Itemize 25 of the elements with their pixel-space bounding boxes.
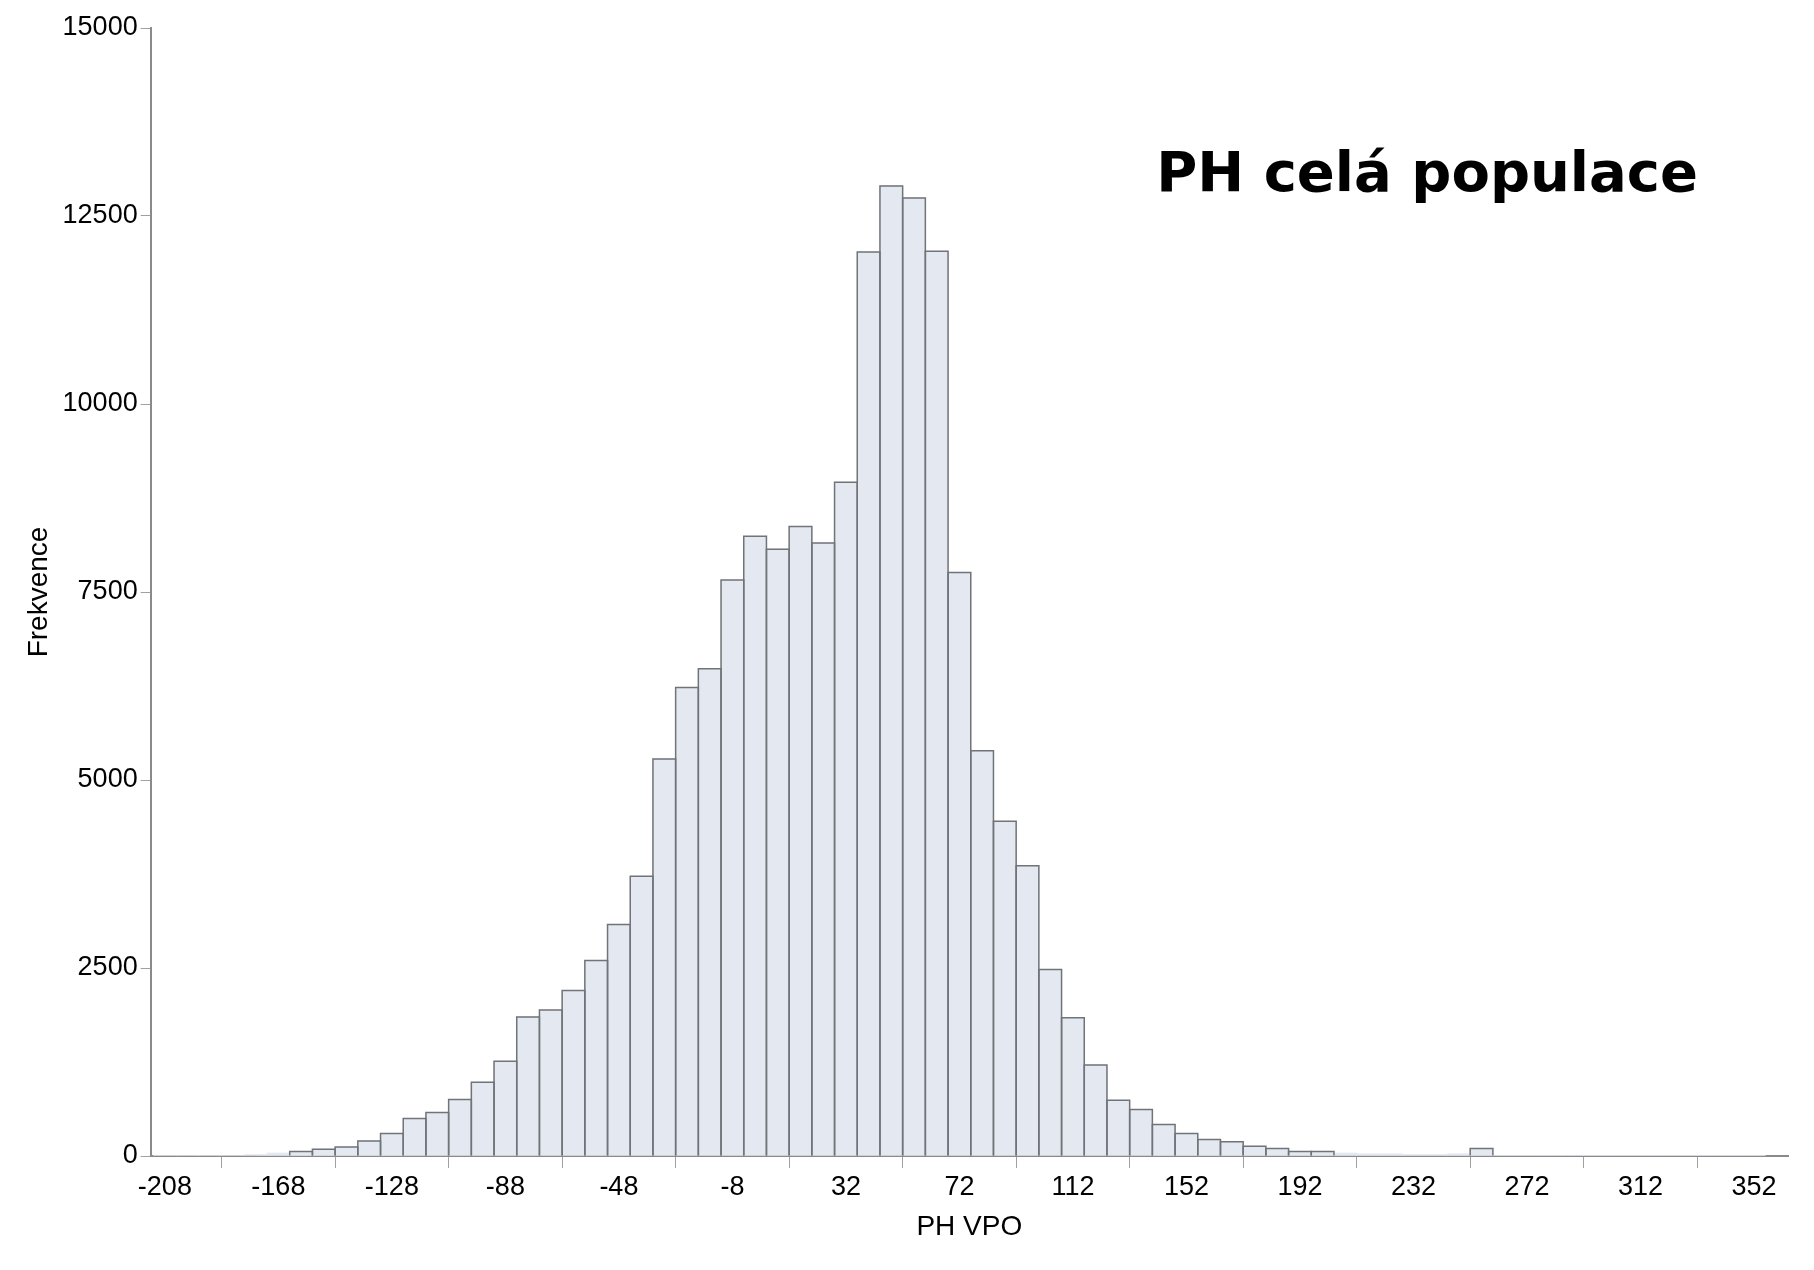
x-tick-label: 352 bbox=[1731, 1170, 1777, 1201]
y-tick-label: 15000 bbox=[62, 11, 138, 42]
y-tick-label: 7500 bbox=[77, 575, 138, 606]
x-tick-label: -208 bbox=[137, 1170, 192, 1201]
x-axis-title: PH VPO bbox=[916, 1209, 1023, 1241]
x-tick-label: -128 bbox=[364, 1170, 419, 1201]
annotation: PH celá populace bbox=[1156, 138, 1698, 204]
x-tick-label: 32 bbox=[830, 1170, 861, 1201]
x-tick-label: 272 bbox=[1504, 1170, 1550, 1201]
y-axis-title: Frekvence bbox=[21, 526, 53, 658]
y-tick-label: 2500 bbox=[77, 951, 138, 982]
x-tick-label: 192 bbox=[1277, 1170, 1323, 1201]
y-tick-label: 0 bbox=[122, 1139, 138, 1170]
x-tick-label: 112 bbox=[1051, 1170, 1095, 1201]
x-tick-label: -48 bbox=[599, 1170, 639, 1201]
y-tick-label: 12500 bbox=[62, 199, 138, 230]
x-tick-label: 152 bbox=[1163, 1170, 1209, 1201]
y-tick-label: 10000 bbox=[62, 387, 138, 418]
x-tick-label: -8 bbox=[720, 1170, 745, 1201]
x-tick-label: -88 bbox=[485, 1170, 525, 1201]
y-tick-label: 5000 bbox=[77, 763, 138, 794]
x-tick-label: 232 bbox=[1390, 1170, 1436, 1201]
x-tick-label: -168 bbox=[251, 1170, 306, 1201]
x-tick-label: 312 bbox=[1617, 1170, 1663, 1201]
x-tick-label: 72 bbox=[944, 1170, 975, 1201]
